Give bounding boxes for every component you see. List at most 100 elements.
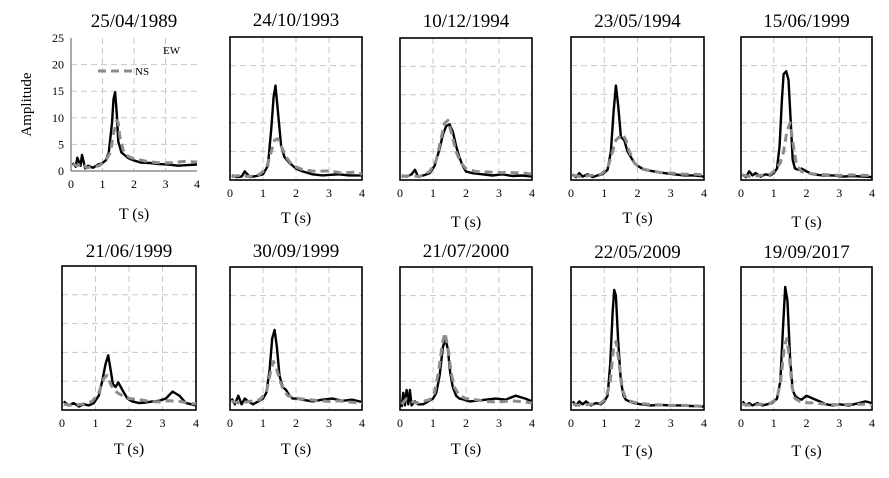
chart-title: 21/07/2000 (423, 241, 510, 262)
x-axis-label: T (s) (791, 443, 821, 460)
plot-frame (61, 265, 197, 411)
series-line-ew (62, 354, 197, 408)
series-line-ns (742, 337, 873, 407)
x-tick-label: 3 (668, 186, 674, 200)
x-tick-label: 2 (804, 186, 810, 200)
x-tick-label: 4 (359, 186, 365, 200)
x-axis-label: T (s) (281, 441, 311, 458)
x-tick-label: 3 (326, 416, 332, 430)
x-tick-label: 1 (93, 416, 99, 430)
legend-label-ew: EW (163, 45, 181, 57)
series-line-ns (572, 339, 705, 409)
series-line-ew (741, 70, 873, 179)
series-line-ns (742, 121, 872, 179)
chart-panel-2: 24/10/1993 0 1 2 3 4 T (s) (227, 10, 365, 227)
x-tick-label: 2 (635, 416, 641, 430)
x-axis-label: T (s) (281, 210, 311, 227)
x-axis-label: T (s) (451, 214, 481, 231)
plot-frame (740, 36, 873, 181)
x-tick-label: 4 (194, 177, 200, 191)
series-line-ew (400, 337, 533, 408)
chart-title: 10/12/1994 (423, 11, 510, 32)
x-tick-label: 3 (496, 186, 502, 200)
x-tick-label: 4 (869, 416, 875, 430)
x-tick-label: 4 (359, 416, 365, 430)
plot-frame (570, 36, 705, 181)
chart-title: 30/09/1999 (253, 241, 340, 262)
x-tick-label: 1 (430, 416, 436, 430)
x-tick-label: 1 (430, 186, 436, 200)
x-tick-label: 2 (635, 186, 641, 200)
x-tick-label: 4 (701, 416, 707, 430)
x-tick-label: 2 (463, 416, 469, 430)
plot-frame (399, 266, 533, 411)
x-tick-label: 2 (463, 186, 469, 200)
legend-label-ns: NS (135, 66, 149, 78)
chart-title: 23/05/1994 (594, 11, 681, 32)
chart-title: 21/06/1999 (86, 241, 173, 262)
x-axis-label: T (s) (622, 210, 652, 227)
x-tick-label: 3 (836, 416, 842, 430)
chart-title: 22/05/2009 (594, 242, 681, 263)
plot-frame (229, 36, 363, 181)
x-tick-label: 0 (227, 186, 233, 200)
x-axis-label: T (s) (791, 214, 821, 231)
x-tick-label: 3 (160, 416, 166, 430)
x-tick-label: 3 (163, 177, 169, 191)
x-tick-label: 0 (568, 186, 574, 200)
series-line-ew (741, 285, 873, 407)
y-tick-label: 25 (52, 31, 64, 45)
x-tick-label: 0 (397, 186, 403, 200)
y-axis-label: Amplitude (19, 72, 35, 137)
series-line-ew (571, 288, 705, 408)
plot-frame (740, 266, 873, 411)
x-axis-label: T (s) (114, 441, 144, 458)
x-axis-label: T (s) (451, 441, 481, 458)
series-line-ew (231, 84, 362, 179)
x-tick-label: 1 (260, 416, 266, 430)
series-line-ew (571, 84, 705, 179)
x-tick-label: 3 (496, 416, 502, 430)
x-tick-label: 2 (126, 416, 132, 430)
x-tick-label: 2 (293, 416, 299, 430)
chart-panel-10: 19/09/2017 0 1 2 3 4 T (s) (738, 242, 875, 460)
series-line-ns (401, 118, 533, 179)
chart-title: 24/10/1993 (253, 10, 340, 31)
x-tick-label: 4 (193, 416, 199, 430)
x-tick-label: 4 (701, 186, 707, 200)
x-tick-label: 0 (568, 416, 574, 430)
x-tick-label: 4 (869, 186, 875, 200)
x-tick-label: 1 (100, 177, 106, 191)
x-tick-label: 1 (601, 416, 607, 430)
plot-frame (399, 37, 533, 181)
x-tick-label: 0 (738, 186, 744, 200)
x-tick-label: 3 (326, 186, 332, 200)
legend: EW NS (98, 45, 181, 78)
x-tick-label: 1 (601, 186, 607, 200)
chart-panel-4: 23/05/1994 0 1 2 3 4 T (s) (568, 11, 707, 227)
chart-title: 15/06/1999 (763, 11, 850, 32)
chart-panel-1: 25/04/1989 0 1 2 3 4 T (s) 0 5 10 15 20 25 Amplitude E… (19, 11, 200, 223)
x-tick-label: 2 (131, 177, 137, 191)
chart-panel-7: 30/09/1999 0 1 2 3 4 T (s) (227, 241, 365, 458)
x-tick-label: 0 (59, 416, 65, 430)
x-tick-label: 3 (668, 416, 674, 430)
y-tick-label: 20 (52, 58, 64, 72)
x-axis-label: T (s) (622, 443, 652, 460)
x-axis-label: T (s) (119, 206, 149, 223)
series-line-ns (572, 132, 705, 179)
series-line-ns (72, 119, 198, 170)
x-tick-label: 0 (68, 177, 74, 191)
chart-panel-5: 15/06/1999 0 1 2 3 4 T (s) (738, 11, 875, 231)
series-line-ns (231, 359, 363, 405)
x-tick-label: 1 (260, 186, 266, 200)
plot-frame (570, 266, 705, 411)
series-line-ns (400, 331, 533, 406)
chart-panel-6: 21/06/1999 0 1 2 3 4 T (s) (59, 241, 199, 458)
series-line-ns (63, 373, 197, 407)
x-tick-label: 0 (397, 416, 403, 430)
x-tick-label: 3 (836, 186, 842, 200)
x-tick-label: 0 (738, 416, 744, 430)
x-tick-label: 2 (293, 186, 299, 200)
